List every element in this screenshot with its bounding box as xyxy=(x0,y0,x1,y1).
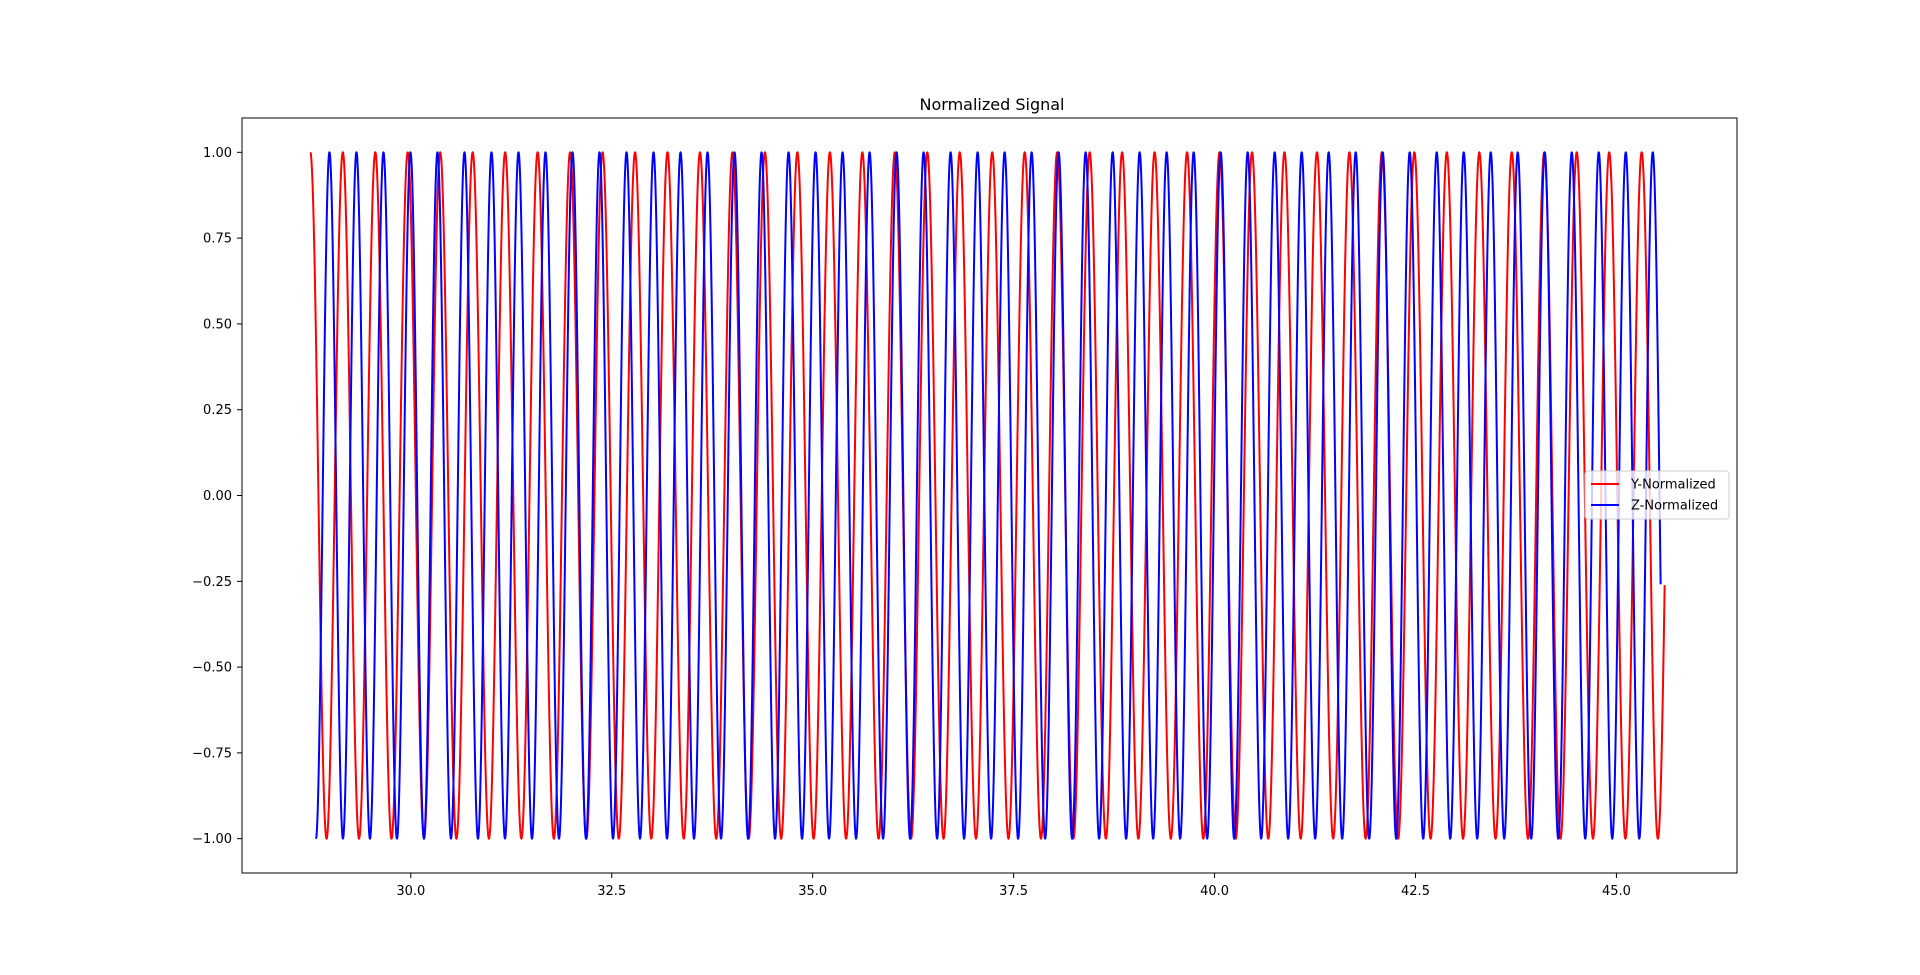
x-tick-label: 35.0 xyxy=(798,884,827,899)
y-tick-label: −1.00 xyxy=(192,832,232,847)
x-tick-label: 40.0 xyxy=(1200,884,1229,899)
legend-label-z-normalized: Z-Normalized xyxy=(1631,499,1718,514)
y-tick-label: 1.00 xyxy=(203,146,232,161)
y-tick-label: 0.75 xyxy=(203,232,232,247)
y-tick-label: −0.50 xyxy=(192,661,232,676)
y-tick-label: 0.50 xyxy=(203,317,232,332)
legend: Y-Normalized Z-Normalized xyxy=(1584,470,1730,520)
legend-frame xyxy=(1584,470,1730,520)
y-tick-label: 0.25 xyxy=(203,403,232,418)
plot-area xyxy=(309,151,1666,840)
series-line-z-normalized xyxy=(315,151,1662,840)
x-tick-label: 42.5 xyxy=(1401,884,1430,899)
x-tick-label: 32.5 xyxy=(597,884,626,899)
y-tick-label: −0.25 xyxy=(192,575,232,590)
chart-title: Normalized Signal xyxy=(920,95,1065,114)
x-tick-label: 37.5 xyxy=(999,884,1028,899)
legend-label-y-normalized: Y-Normalized xyxy=(1630,478,1716,493)
x-tick-label: 30.0 xyxy=(396,884,425,899)
x-tick-label: 45.0 xyxy=(1602,884,1631,899)
y-tick-label: 0.00 xyxy=(203,489,232,504)
series-line-y-normalized xyxy=(309,151,1666,840)
y-tick-label: −0.75 xyxy=(192,746,232,761)
axes: 30.0 32.5 35.0 37.5 40.0 42.5 45.0 1.00 0.75 0.50… xyxy=(192,117,1738,899)
